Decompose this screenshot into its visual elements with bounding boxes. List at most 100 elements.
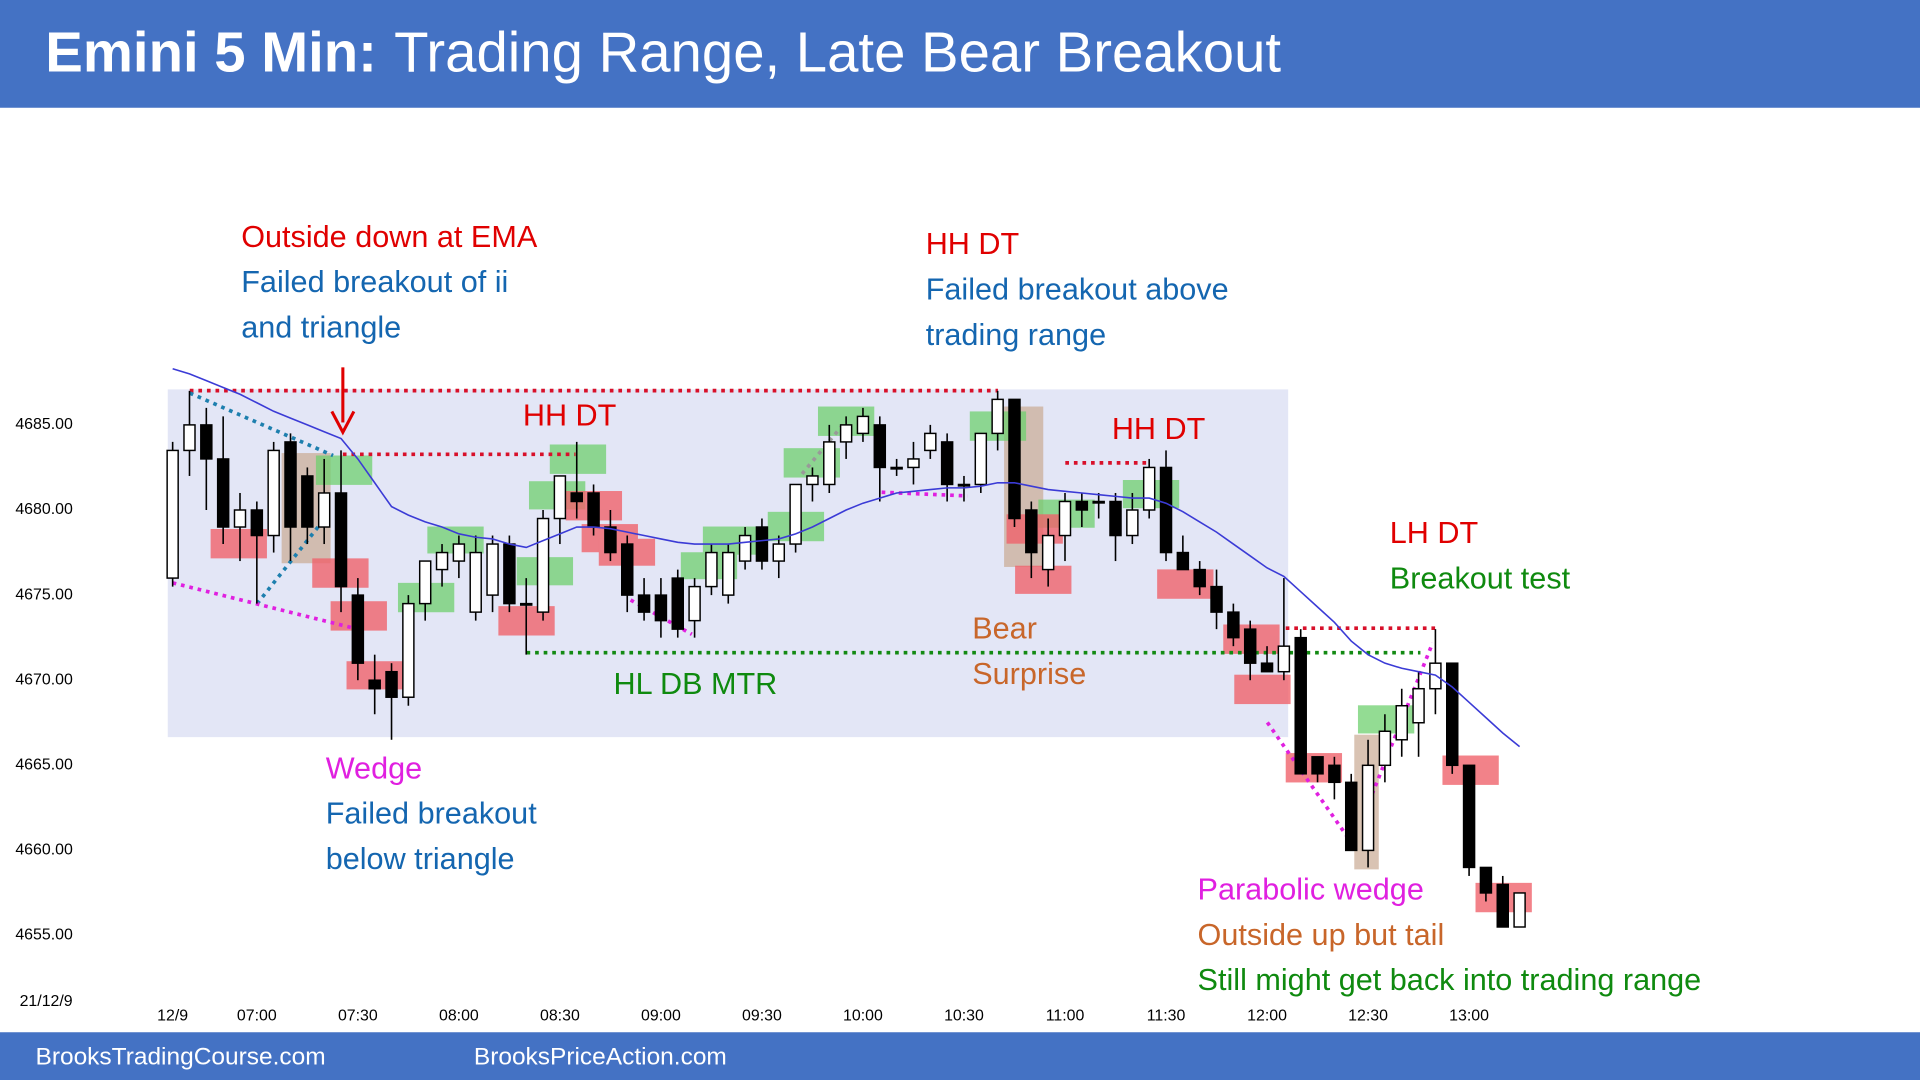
- annotation: Outside up but tail: [1198, 918, 1445, 952]
- highlight: [1234, 674, 1291, 705]
- candle-body: [772, 543, 786, 562]
- candle-body: [806, 475, 819, 486]
- y-tick-label: 4655.00: [15, 927, 73, 944]
- candle-body: [233, 509, 247, 528]
- candle-body: [435, 551, 449, 571]
- candle-body: [486, 543, 499, 596]
- triangle-line: [189, 391, 334, 458]
- highlight: [315, 455, 373, 485]
- triangle-line: [255, 513, 330, 605]
- candle-body: [1412, 687, 1425, 724]
- candle-body: [536, 517, 550, 613]
- candle-body: [1176, 551, 1190, 571]
- candle-body: [317, 492, 331, 528]
- annotation: Outside down at EMA: [241, 220, 538, 254]
- candle-body: [873, 424, 887, 469]
- annotation: Breakout test: [1390, 562, 1571, 596]
- candle-body: [1109, 500, 1122, 537]
- candle-body: [418, 560, 432, 605]
- header-bar: [0, 0, 1920, 108]
- footer-bar: [0, 1032, 1920, 1080]
- candle-body: [924, 432, 937, 452]
- candle-body: [1496, 883, 1509, 928]
- candle-body: [183, 424, 196, 452]
- y-tick-label: 4675.00: [15, 586, 73, 603]
- ema-line: [172, 367, 1521, 748]
- candle-body: [1126, 509, 1139, 537]
- candle-body: [1092, 500, 1105, 504]
- x-tick-label: 10:30: [944, 1008, 984, 1025]
- annotation: Wedge: [326, 751, 422, 785]
- candle-body: [469, 551, 482, 613]
- candle-body: [1311, 756, 1324, 775]
- candle-body: [705, 551, 718, 588]
- x-tick-label: 07:30: [338, 1008, 378, 1025]
- candle-body: [823, 441, 836, 486]
- candle-body: [553, 475, 567, 520]
- candle-body: [1446, 662, 1459, 767]
- annotation: Surprise: [972, 657, 1086, 691]
- candle-body: [1159, 466, 1173, 554]
- candle-body: [452, 543, 466, 562]
- plot-area: 4655.00 4660.00 4665.00 4670.00 4675.00 4680.…: [15, 367, 1526, 1025]
- candle-body: [402, 602, 415, 698]
- candle-body: [1361, 764, 1375, 852]
- x-tick-label: 13:00: [1449, 1008, 1489, 1025]
- candle-body: [200, 424, 213, 460]
- candle-body: [570, 492, 583, 503]
- footer-link: BrooksPriceAction.com: [474, 1043, 727, 1070]
- x-tick-label: 12:30: [1348, 1008, 1388, 1025]
- candle-body: [1378, 730, 1392, 767]
- annotation: LH DT: [1390, 516, 1478, 550]
- candle-body: [519, 602, 533, 606]
- candle-body: [1025, 509, 1038, 554]
- candle-body: [1260, 662, 1274, 673]
- candle-body: [368, 679, 381, 690]
- x-tick-label: 09:30: [742, 1008, 782, 1025]
- candle-body: [856, 415, 870, 435]
- wedge-line: [172, 581, 360, 632]
- candle-body: [587, 492, 600, 528]
- candle-body: [267, 449, 280, 537]
- x-tick-label: 09:00: [641, 1008, 681, 1025]
- candle-body: [1058, 500, 1072, 537]
- annotation: Still might get back into trading range: [1198, 963, 1702, 997]
- annotation: Parabolic wedge: [1198, 873, 1424, 907]
- x-tick-label: 12/9: [157, 1008, 188, 1025]
- candle-body: [1513, 892, 1526, 928]
- title-rest: Trading Range, Late Bear Breakout: [394, 20, 1281, 83]
- candle-body: [789, 483, 802, 545]
- x-tick-label: 07:00: [237, 1008, 277, 1025]
- highlight: [549, 444, 607, 474]
- candle-body: [671, 577, 684, 630]
- arrow-head: [330, 410, 356, 436]
- candle-body: [621, 543, 634, 596]
- candle-body: [722, 551, 735, 596]
- candle-body: [1227, 611, 1240, 639]
- candle-body: [688, 585, 701, 622]
- header-title: Emini 5 Min: Trading Range, Late Bear Bre…: [45, 20, 1281, 83]
- annotation: HH DT: [926, 227, 1020, 261]
- candle-body: [957, 483, 971, 487]
- candle-body: [503, 543, 516, 605]
- candle-body: [334, 492, 348, 588]
- candle-body: [1328, 764, 1341, 784]
- annotation: and triangle: [241, 310, 401, 344]
- candle-body: [755, 526, 769, 562]
- candle-body: [1243, 628, 1257, 664]
- y-tick-label: 4670.00: [15, 671, 73, 688]
- candle-body: [1041, 534, 1055, 571]
- candle-body: [284, 441, 297, 528]
- candle-body: [216, 458, 230, 528]
- wedge-line: [881, 490, 968, 498]
- y-tick-label: 4680.00: [15, 501, 73, 518]
- x-tick-label: 12:00: [1247, 1008, 1287, 1025]
- candle-body: [991, 398, 1004, 435]
- wedge-line: [1265, 721, 1355, 846]
- candle-body: [1008, 398, 1021, 520]
- candle-body: [1193, 568, 1206, 588]
- title-bold: Emini 5 Min:: [45, 20, 377, 83]
- candle-body: [654, 594, 668, 622]
